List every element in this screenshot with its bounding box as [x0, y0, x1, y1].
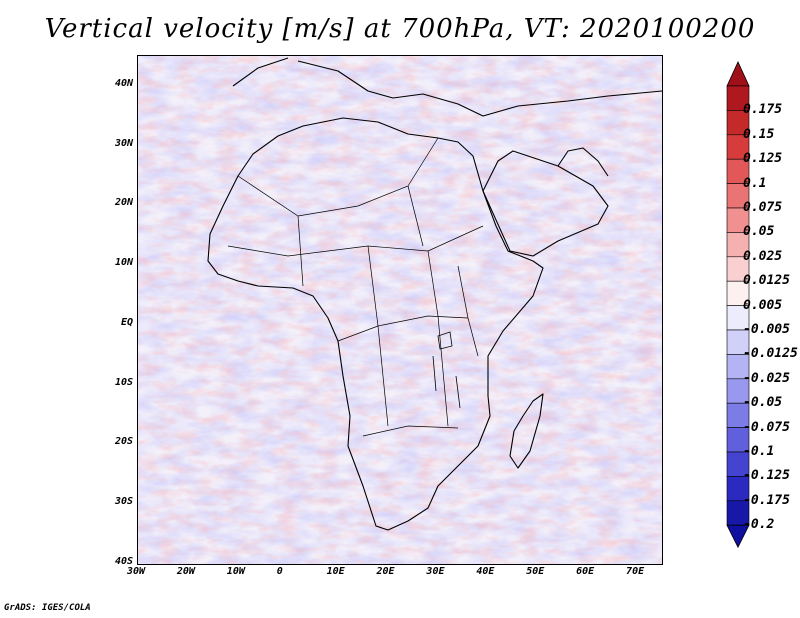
- arabia-coastline: [482, 150, 609, 257]
- gulf-coastline: [557, 147, 609, 177]
- madagascar-coastline: [509, 393, 544, 469]
- lake-victoria: [437, 331, 453, 350]
- y-tick-label: 20S: [114, 436, 133, 448]
- europe-coastline: [232, 57, 662, 117]
- colorbar-label: -0.0125: [743, 346, 798, 362]
- border-vertical-east: [427, 250, 449, 427]
- colorbar-top-arrow: [726, 61, 750, 87]
- colorbar-label: 0.005: [743, 297, 783, 313]
- border-vertical-mid: [367, 245, 389, 427]
- positive-velocity-texture: [138, 56, 662, 564]
- velocity-field-map: [138, 56, 662, 564]
- x-tick-label: 10E: [326, 566, 345, 577]
- chart-title: Vertical velocity [m/s] at 700hPa, VT: 2…: [44, 14, 756, 44]
- border-south: [362, 425, 459, 437]
- colorbar-label: -0.025: [743, 370, 790, 386]
- colorbar-label: -0.05: [743, 395, 783, 411]
- colorbar: [726, 61, 750, 549]
- africa-coastline: [207, 117, 544, 531]
- colorbar-label: 0.15: [743, 126, 775, 142]
- colorbar-label: -0.2: [743, 517, 775, 533]
- colorbar-label: 0.05: [743, 224, 775, 240]
- y-tick-label: 20N: [114, 197, 133, 209]
- colorbar-label: -0.1: [743, 444, 775, 459]
- colorbar-label: -0.075: [743, 419, 790, 435]
- x-tick-label: 70E: [626, 566, 645, 577]
- country-borders: [227, 137, 484, 437]
- colorbar-label: 0.175: [743, 102, 783, 118]
- border-east-africa: [457, 265, 479, 357]
- y-tick-label: 30S: [114, 496, 133, 508]
- map-panel: [137, 55, 663, 565]
- border-nile: [407, 185, 424, 247]
- x-tick-label: 20W: [176, 566, 195, 577]
- y-tick-label: 10N: [114, 257, 133, 269]
- colorbar-label: -0.005: [743, 322, 790, 337]
- y-tick-label: 40N: [114, 77, 133, 89]
- colorbar-label: -0.125: [743, 468, 790, 484]
- y-tick-label: 10S: [114, 376, 133, 388]
- x-tick-label: 30E: [426, 566, 445, 577]
- colorbar-label: 0.0125: [743, 273, 790, 289]
- colorbar-label: 0.025: [743, 248, 783, 264]
- x-tick-label: 10W: [226, 566, 245, 577]
- x-tick-label: 20E: [376, 566, 395, 577]
- border-north: [237, 137, 439, 217]
- colorbar-label: 0.125: [743, 151, 783, 167]
- colorbar-label: 0.075: [743, 200, 783, 215]
- border-vertical-west: [297, 215, 304, 287]
- y-tick-label: 30N: [114, 137, 133, 149]
- footer-credit: GrADS: IGES/COLA: [4, 603, 91, 613]
- lakes: [432, 331, 461, 409]
- x-tick-label: 50E: [526, 566, 545, 577]
- x-tick-label: 0: [276, 566, 283, 577]
- lake-tanganyika: [432, 355, 437, 392]
- coastlines: [207, 57, 662, 531]
- x-tick-label: 60E: [576, 566, 595, 577]
- colorbar-label: 0.1: [743, 175, 767, 191]
- colorbar-bottom-arrow: [726, 524, 750, 549]
- lake-malawi: [455, 375, 461, 409]
- x-tick-label: 30W: [127, 566, 146, 577]
- border-central: [337, 315, 469, 342]
- x-tick-label: 40E: [476, 566, 495, 577]
- y-tick-label: 40S: [114, 556, 133, 567]
- y-tick-label: EQ: [120, 316, 133, 328]
- colorbar-label: -0.175: [743, 492, 790, 508]
